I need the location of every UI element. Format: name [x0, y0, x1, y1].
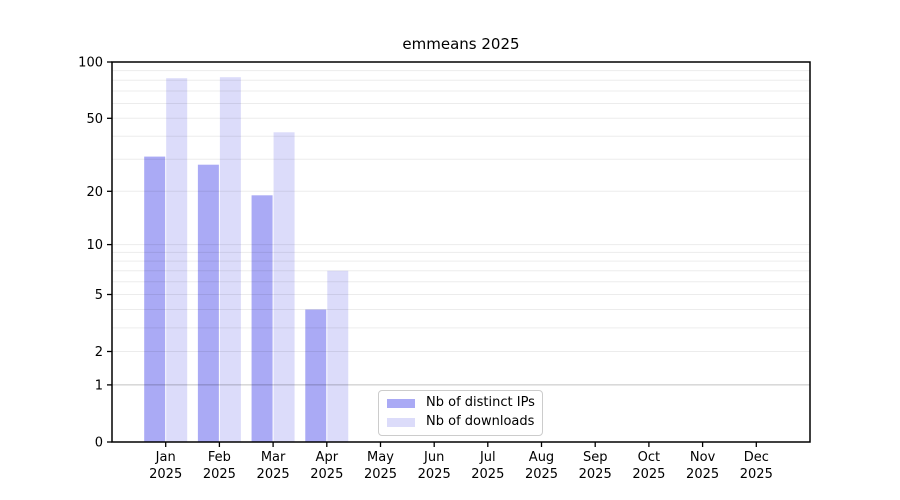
x-tick-label-month: Jun [423, 450, 444, 465]
x-tick-label-year: 2025 [203, 467, 236, 482]
legend-swatch-downloads [387, 417, 415, 427]
x-tick-label-month: Sep [583, 450, 608, 465]
y-tick-label: 1 [95, 378, 103, 393]
x-tick-label-month: Jul [479, 450, 496, 465]
x-tick-label-year: 2025 [686, 467, 719, 482]
x-tick-label-year: 2025 [310, 467, 343, 482]
y-tick-label: 5 [95, 288, 103, 303]
x-tick-label-year: 2025 [471, 467, 504, 482]
bar-distinct-ips [251, 195, 273, 442]
legend-item-downloads: Nb of downloads [387, 414, 535, 430]
x-tick-label-month: Mar [261, 450, 286, 465]
bar-downloads [273, 132, 295, 443]
x-tick-label-month: Nov [690, 450, 716, 465]
x-tick-label-year: 2025 [525, 467, 558, 482]
x-tick-label-month: Dec [744, 450, 769, 465]
legend-item-distinct-ips: Nb of distinct IPs [387, 395, 535, 411]
y-tick-label: 2 [95, 345, 103, 360]
x-tick-label-month: Jan [155, 450, 176, 465]
y-tick-label: 100 [78, 56, 103, 71]
x-tick-label-month: Oct [638, 450, 660, 465]
x-tick-label-year: 2025 [149, 467, 182, 482]
legend: Nb of distinct IPs Nb of downloads [378, 390, 543, 436]
plot-border [111, 61, 811, 443]
x-tick-label-month: May [367, 450, 394, 465]
y-tick-label: 20 [86, 185, 103, 200]
legend-label-downloads: Nb of downloads [426, 414, 535, 429]
x-tick-label-month: Aug [529, 450, 554, 465]
x-tick-label-year: 2025 [740, 467, 773, 482]
bar-distinct-ips [144, 156, 166, 442]
x-tick-label-month: Feb [208, 450, 231, 465]
bar-downloads [166, 78, 188, 442]
x-tick-label-year: 2025 [632, 467, 665, 482]
legend-label-distinct-ips: Nb of distinct IPs [426, 395, 535, 411]
chart-title: emmeans 2025 [402, 35, 520, 53]
x-tick-label-year: 2025 [257, 467, 290, 482]
x-tick-label-year: 2025 [364, 467, 397, 482]
y-tick-label: 0 [95, 436, 103, 451]
legend-swatch-distinct-ips [387, 399, 415, 409]
y-tick-label: 10 [86, 238, 103, 253]
bar-downloads [327, 270, 349, 442]
bar-downloads [219, 77, 241, 442]
bar-distinct-ips [305, 309, 327, 442]
bar-distinct-ips [197, 164, 219, 442]
y-tick-label: 50 [86, 112, 103, 127]
x-tick-label-year: 2025 [579, 467, 612, 482]
x-tick-label-month: Apr [316, 450, 339, 465]
x-tick-label-year: 2025 [418, 467, 451, 482]
